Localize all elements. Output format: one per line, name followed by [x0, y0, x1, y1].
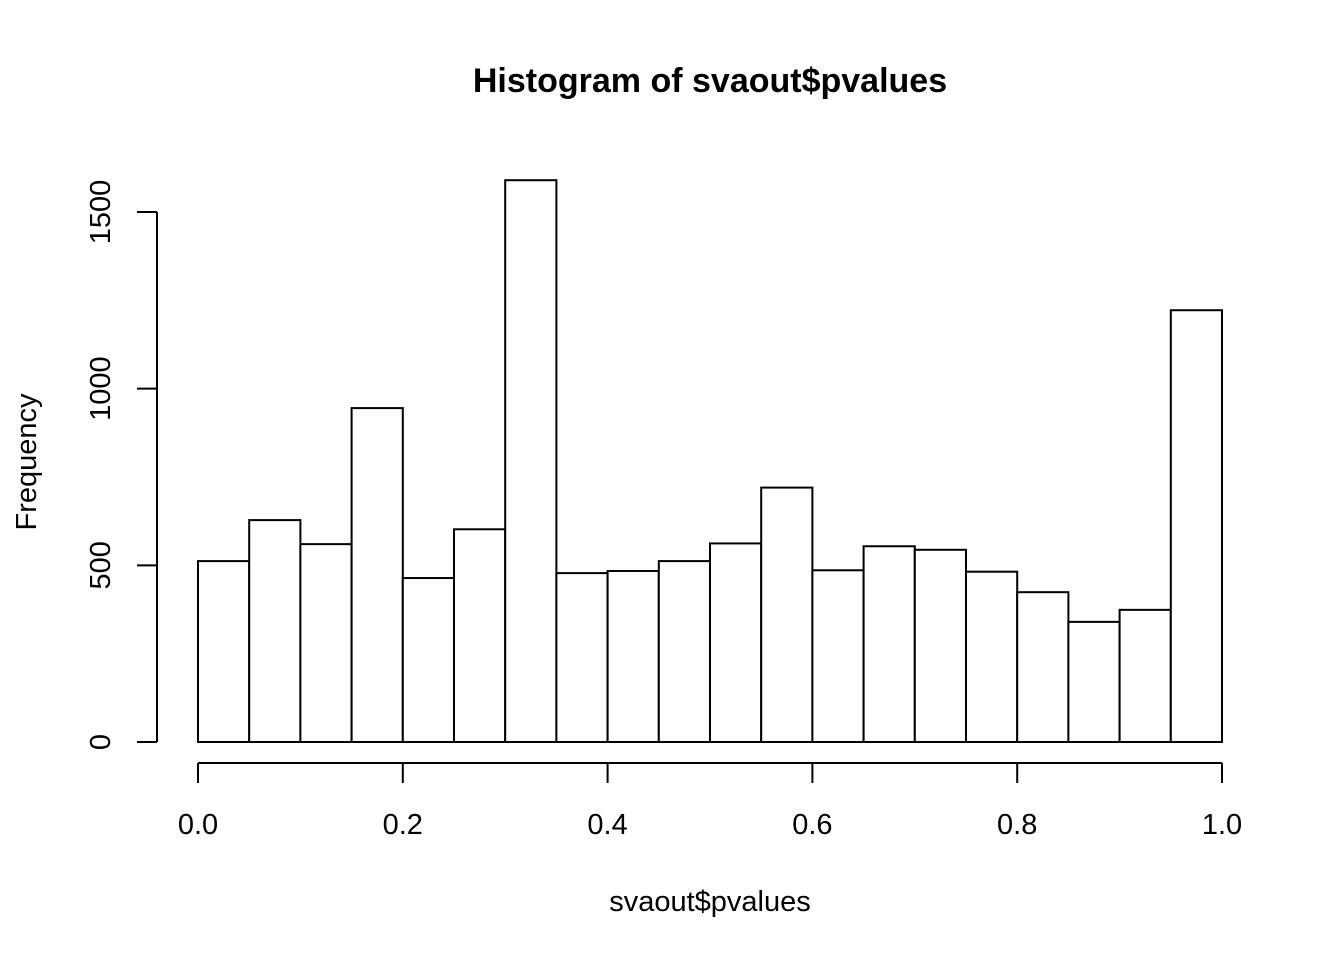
x-tick-label: 0.8 — [997, 809, 1037, 841]
histogram-bar — [401, 577, 455, 744]
histogram-bar — [350, 407, 404, 743]
y-tick-label: 0 — [85, 734, 117, 750]
bars-group — [197, 179, 1224, 744]
histogram-bar — [504, 179, 558, 743]
histogram-bar — [248, 519, 302, 744]
histogram-bar — [197, 560, 251, 743]
y-tick-label: 500 — [85, 541, 117, 589]
histogram-bar — [965, 570, 1019, 744]
x-axis-label: svaout$pvalues — [609, 886, 811, 918]
histogram-bar — [760, 486, 814, 743]
x-tick-label: 0.2 — [383, 809, 423, 841]
histogram-bar — [862, 545, 916, 744]
histogram-bar — [913, 548, 967, 744]
y-axis-label: Frequency — [11, 393, 43, 531]
x-tick-label: 0.4 — [587, 809, 627, 841]
histogram-bar — [657, 560, 711, 743]
x-tick-label: 0.6 — [792, 809, 832, 841]
x-axis: 0.0 0.2 0.4 0.6 0.8 1.0 — [178, 762, 1242, 841]
chart-title: Histogram of svaout$pvalues — [473, 62, 947, 100]
histogram-bar — [1118, 608, 1172, 743]
histogram-bar — [811, 569, 865, 744]
histogram-bar — [555, 572, 609, 744]
histogram-bar — [606, 569, 660, 744]
histogram-bar — [1016, 591, 1070, 743]
y-tick-label: 1000 — [85, 356, 117, 421]
y-tick-label: 1500 — [85, 180, 117, 245]
histogram-bar — [453, 528, 507, 743]
y-axis: 0 500 1000 1500 — [85, 180, 158, 750]
histogram-bar — [1169, 309, 1224, 743]
histogram-bar — [709, 542, 763, 744]
histogram-bar — [299, 543, 353, 744]
x-tick-label: 1.0 — [1202, 809, 1242, 841]
histogram-bar — [1067, 620, 1121, 743]
x-tick-label: 0.0 — [178, 809, 218, 841]
